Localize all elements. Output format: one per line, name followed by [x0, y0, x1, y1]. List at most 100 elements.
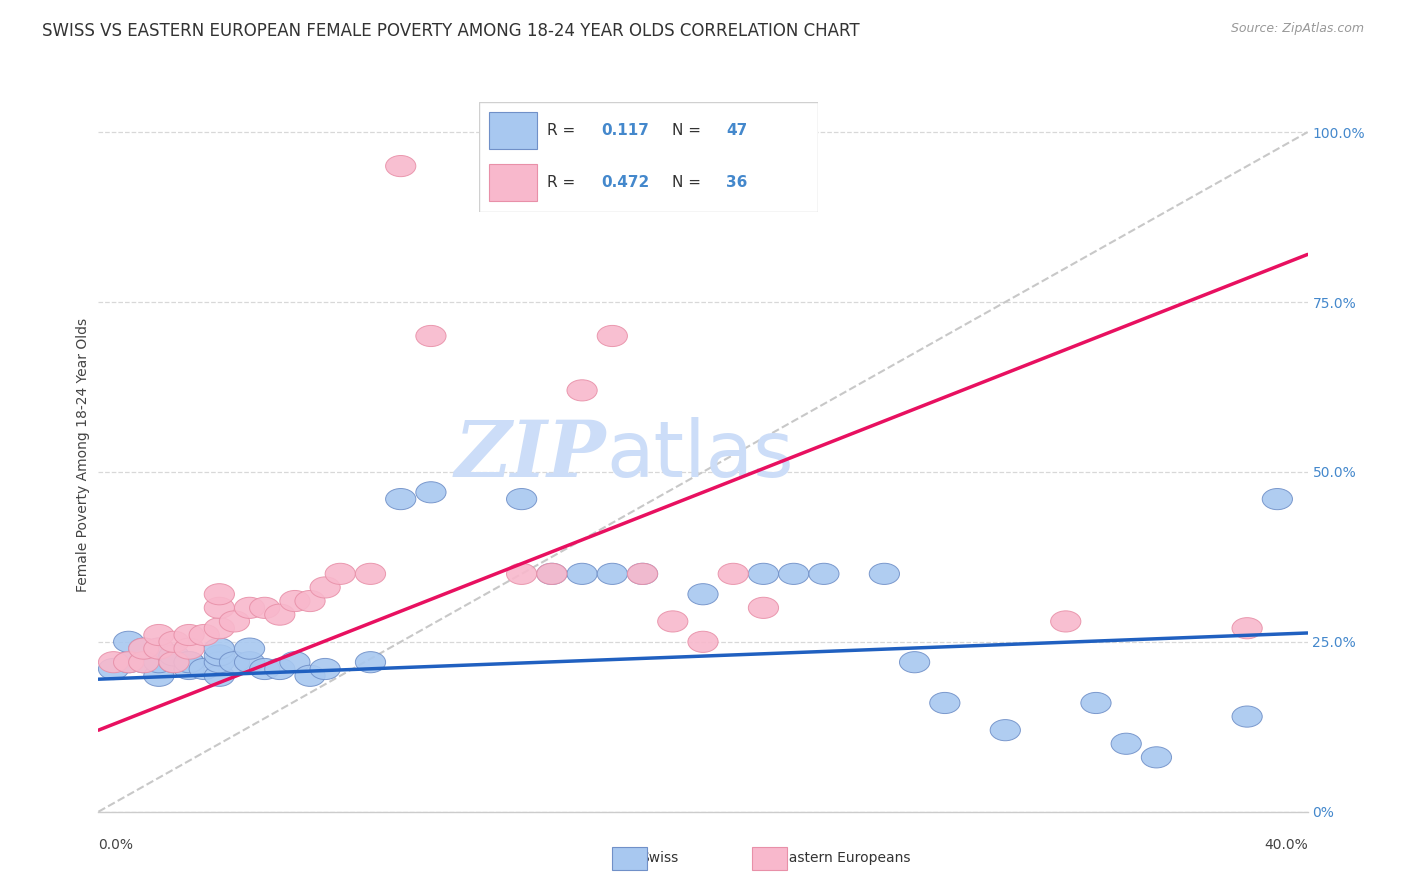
- Ellipse shape: [1081, 692, 1111, 714]
- Ellipse shape: [537, 563, 567, 584]
- Ellipse shape: [174, 652, 204, 673]
- Text: 0.117: 0.117: [602, 123, 650, 138]
- Ellipse shape: [627, 563, 658, 584]
- Ellipse shape: [869, 563, 900, 584]
- Ellipse shape: [280, 652, 311, 673]
- Ellipse shape: [143, 638, 174, 659]
- Ellipse shape: [174, 658, 204, 680]
- Ellipse shape: [325, 563, 356, 584]
- Ellipse shape: [598, 563, 627, 584]
- Ellipse shape: [506, 563, 537, 584]
- Ellipse shape: [219, 611, 250, 632]
- Ellipse shape: [1263, 489, 1292, 509]
- Text: Swiss: Swiss: [640, 851, 678, 865]
- Bar: [489, 163, 537, 202]
- Ellipse shape: [295, 591, 325, 612]
- Ellipse shape: [159, 645, 190, 666]
- Ellipse shape: [416, 482, 446, 503]
- Text: SWISS VS EASTERN EUROPEAN FEMALE POVERTY AMONG 18-24 YEAR OLDS CORRELATION CHART: SWISS VS EASTERN EUROPEAN FEMALE POVERTY…: [42, 22, 860, 40]
- Text: N =: N =: [672, 175, 706, 190]
- Text: 40.0%: 40.0%: [1264, 838, 1308, 852]
- Ellipse shape: [250, 658, 280, 680]
- Ellipse shape: [159, 652, 190, 673]
- Ellipse shape: [204, 652, 235, 673]
- Ellipse shape: [537, 563, 567, 584]
- Ellipse shape: [627, 563, 658, 584]
- Ellipse shape: [264, 604, 295, 625]
- Ellipse shape: [129, 638, 159, 659]
- Ellipse shape: [1142, 747, 1171, 768]
- Text: 47: 47: [727, 123, 748, 138]
- Ellipse shape: [174, 638, 204, 659]
- Ellipse shape: [235, 638, 264, 659]
- Ellipse shape: [250, 598, 280, 618]
- Ellipse shape: [204, 665, 235, 686]
- Ellipse shape: [900, 652, 929, 673]
- Ellipse shape: [506, 489, 537, 509]
- Text: N =: N =: [672, 123, 706, 138]
- Ellipse shape: [311, 577, 340, 598]
- Text: Source: ZipAtlas.com: Source: ZipAtlas.com: [1230, 22, 1364, 36]
- Ellipse shape: [235, 652, 264, 673]
- Ellipse shape: [143, 624, 174, 646]
- Ellipse shape: [311, 658, 340, 680]
- Ellipse shape: [204, 583, 235, 605]
- Ellipse shape: [1111, 733, 1142, 755]
- Ellipse shape: [98, 658, 129, 680]
- Ellipse shape: [356, 563, 385, 584]
- Text: Eastern Europeans: Eastern Europeans: [780, 851, 911, 865]
- Ellipse shape: [204, 617, 235, 639]
- Ellipse shape: [143, 652, 174, 673]
- Ellipse shape: [219, 652, 250, 673]
- Text: R =: R =: [547, 123, 581, 138]
- Ellipse shape: [114, 632, 143, 652]
- Text: ZIP: ZIP: [454, 417, 606, 493]
- Text: atlas: atlas: [606, 417, 794, 493]
- Ellipse shape: [129, 652, 159, 673]
- Bar: [489, 112, 537, 149]
- Ellipse shape: [929, 692, 960, 714]
- Ellipse shape: [190, 658, 219, 680]
- Ellipse shape: [204, 638, 235, 659]
- Text: 0.472: 0.472: [602, 175, 650, 190]
- Ellipse shape: [204, 598, 235, 618]
- Ellipse shape: [143, 638, 174, 659]
- Ellipse shape: [688, 583, 718, 605]
- Ellipse shape: [567, 563, 598, 584]
- Ellipse shape: [658, 611, 688, 632]
- Ellipse shape: [204, 645, 235, 666]
- Ellipse shape: [416, 326, 446, 347]
- Ellipse shape: [779, 563, 808, 584]
- Text: 0.0%: 0.0%: [98, 838, 134, 852]
- Ellipse shape: [808, 563, 839, 584]
- Ellipse shape: [159, 652, 190, 673]
- Ellipse shape: [129, 652, 159, 673]
- Ellipse shape: [356, 652, 385, 673]
- Ellipse shape: [1232, 617, 1263, 639]
- Ellipse shape: [235, 598, 264, 618]
- Ellipse shape: [174, 624, 204, 646]
- Text: R =: R =: [547, 175, 581, 190]
- Ellipse shape: [295, 665, 325, 686]
- Ellipse shape: [598, 326, 627, 347]
- Ellipse shape: [1050, 611, 1081, 632]
- Ellipse shape: [280, 591, 311, 612]
- Ellipse shape: [1232, 706, 1263, 727]
- Ellipse shape: [98, 652, 129, 673]
- Ellipse shape: [748, 598, 779, 618]
- Ellipse shape: [990, 720, 1021, 740]
- Ellipse shape: [264, 658, 295, 680]
- FancyBboxPatch shape: [479, 102, 818, 212]
- Ellipse shape: [129, 638, 159, 659]
- Ellipse shape: [748, 563, 779, 584]
- Ellipse shape: [718, 563, 748, 584]
- Ellipse shape: [174, 652, 204, 673]
- Ellipse shape: [114, 652, 143, 673]
- Ellipse shape: [143, 665, 174, 686]
- Ellipse shape: [190, 624, 219, 646]
- Y-axis label: Female Poverty Among 18-24 Year Olds: Female Poverty Among 18-24 Year Olds: [76, 318, 90, 592]
- Ellipse shape: [159, 632, 190, 652]
- Text: 36: 36: [727, 175, 748, 190]
- Ellipse shape: [385, 489, 416, 509]
- Ellipse shape: [567, 380, 598, 401]
